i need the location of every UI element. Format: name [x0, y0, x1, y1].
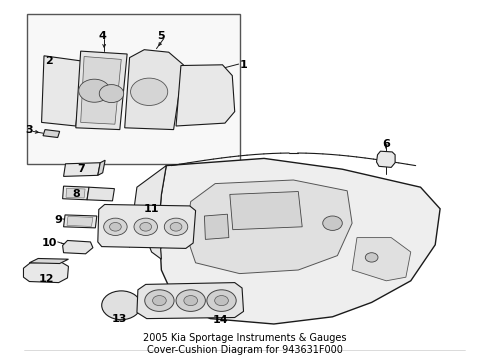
Circle shape — [152, 296, 166, 306]
Polygon shape — [23, 262, 68, 283]
Polygon shape — [229, 192, 302, 230]
Circle shape — [144, 290, 174, 311]
Polygon shape — [98, 204, 195, 248]
Text: 9: 9 — [55, 215, 62, 225]
Circle shape — [214, 296, 228, 306]
Circle shape — [103, 218, 127, 235]
Circle shape — [109, 222, 121, 231]
Circle shape — [102, 291, 141, 320]
Circle shape — [130, 78, 167, 105]
Text: 10: 10 — [41, 238, 57, 248]
Text: 7: 7 — [77, 164, 84, 174]
Text: 2005 Kia Sportage Instruments & Gauges
Cover-Cushion Diagram for 943631F000: 2005 Kia Sportage Instruments & Gauges C… — [142, 333, 346, 355]
Polygon shape — [62, 186, 89, 200]
Circle shape — [79, 79, 110, 102]
Polygon shape — [67, 216, 93, 226]
Polygon shape — [98, 160, 105, 175]
Polygon shape — [41, 56, 83, 126]
Text: 1: 1 — [239, 60, 247, 70]
Circle shape — [134, 218, 157, 235]
Polygon shape — [176, 65, 234, 126]
Text: 4: 4 — [99, 31, 106, 41]
Circle shape — [170, 222, 182, 231]
Circle shape — [99, 85, 123, 103]
Circle shape — [176, 290, 205, 311]
Polygon shape — [134, 166, 166, 259]
Polygon shape — [81, 57, 121, 124]
Circle shape — [183, 296, 197, 306]
Polygon shape — [137, 283, 243, 319]
Circle shape — [322, 216, 342, 230]
Text: 5: 5 — [157, 31, 165, 41]
Circle shape — [365, 253, 377, 262]
Polygon shape — [29, 258, 68, 264]
Polygon shape — [87, 187, 114, 201]
Polygon shape — [66, 188, 85, 198]
Circle shape — [164, 218, 187, 235]
Circle shape — [140, 222, 151, 231]
Polygon shape — [63, 163, 100, 176]
Text: 11: 11 — [143, 204, 159, 214]
Text: 14: 14 — [212, 315, 227, 325]
Polygon shape — [351, 238, 410, 281]
Text: 2: 2 — [45, 56, 53, 66]
Polygon shape — [159, 158, 439, 324]
FancyBboxPatch shape — [27, 14, 239, 164]
Polygon shape — [62, 240, 93, 254]
Polygon shape — [204, 214, 228, 239]
Text: 8: 8 — [72, 189, 80, 199]
Text: 12: 12 — [39, 274, 54, 284]
Polygon shape — [43, 130, 60, 138]
Polygon shape — [76, 51, 127, 130]
Polygon shape — [185, 180, 351, 274]
Polygon shape — [63, 215, 97, 228]
Polygon shape — [124, 50, 183, 130]
Text: 6: 6 — [382, 139, 389, 149]
Circle shape — [206, 290, 236, 311]
Text: 13: 13 — [112, 314, 127, 324]
Text: 3: 3 — [25, 125, 33, 135]
Polygon shape — [376, 151, 394, 167]
